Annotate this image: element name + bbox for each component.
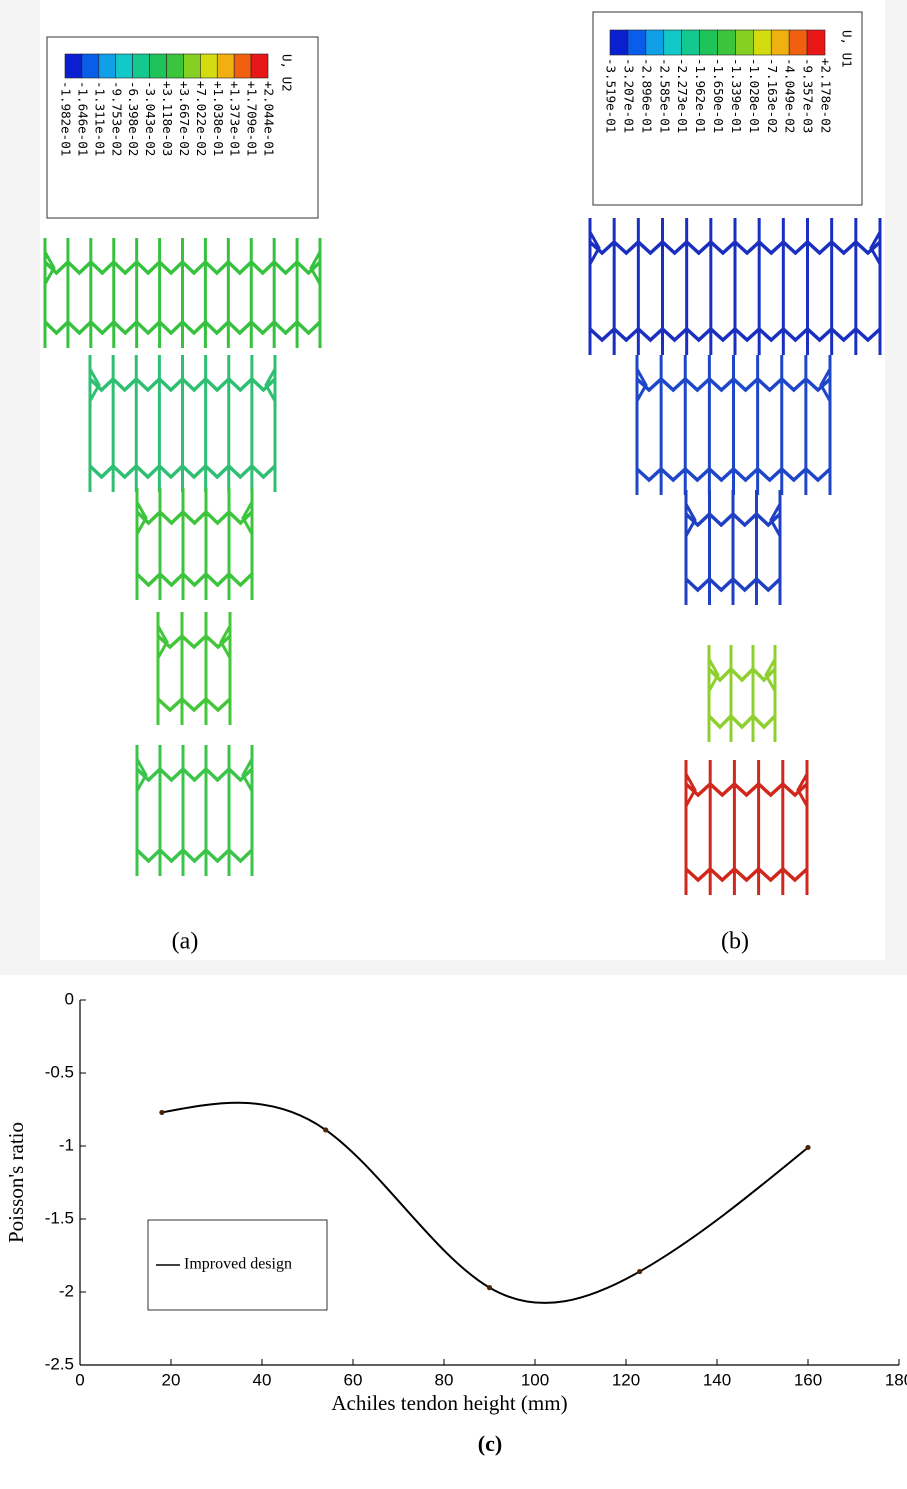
data-point	[487, 1285, 492, 1290]
color-bin	[664, 30, 682, 55]
x-axis-label: Achiles tendon height (mm)	[331, 1391, 567, 1415]
color-bin	[150, 54, 167, 78]
legend-label: -1.311e-01	[92, 81, 107, 156]
legend-label: +1.709e-01	[245, 81, 260, 156]
color-bin	[682, 30, 700, 55]
legend-label: +3.118e-03	[160, 81, 175, 156]
legend-label: -2.896e-01	[639, 58, 654, 133]
legend-label: +2.178e-02	[819, 58, 834, 133]
figure: (a) (b) (c) -1.982e-01-1.646e-01-1.311e-…	[0, 0, 907, 1489]
y-tick-label: 0	[65, 989, 74, 1008]
legend-label: -1.028e-01	[747, 58, 762, 133]
data-point	[637, 1269, 642, 1274]
legend-title: U, U1	[840, 30, 855, 68]
legend-label: -3.207e-01	[621, 58, 636, 133]
legend-label: -4.049e-02	[783, 58, 798, 133]
color-bin	[718, 30, 736, 55]
x-tick-label: 140	[703, 1370, 731, 1389]
legend-label: -1.339e-01	[729, 58, 744, 133]
color-bin	[700, 30, 718, 55]
color-bin	[771, 30, 789, 55]
caption: (c)	[478, 1431, 502, 1456]
color-bin	[116, 54, 133, 78]
legend-label: -3.043e-02	[143, 81, 158, 156]
legend-label: -3.519e-01	[604, 58, 619, 133]
y-tick-label: -1.5	[45, 1208, 74, 1227]
data-point	[159, 1110, 164, 1115]
y-tick-label: -2	[59, 1281, 74, 1300]
legend-label: Improved design	[184, 1256, 292, 1273]
color-bin	[133, 54, 150, 78]
color-bin	[628, 30, 646, 55]
legend-label: -9.357e-03	[801, 58, 816, 133]
color-bin	[251, 54, 268, 78]
legend-label: -6.398e-02	[126, 81, 141, 156]
legend-label: -1.982e-01	[59, 81, 74, 156]
x-tick-label: 0	[75, 1370, 84, 1389]
legend-label: -2.585e-01	[657, 58, 672, 133]
x-tick-label: 40	[253, 1370, 272, 1389]
legend-label: -1.650e-01	[711, 58, 726, 133]
color-bin	[183, 54, 200, 78]
color-bin	[807, 30, 825, 55]
legend-label: +3.667e-02	[177, 81, 192, 156]
panel-label: (b)	[721, 929, 749, 955]
x-tick-label: 80	[435, 1370, 454, 1389]
x-tick-label: 100	[521, 1370, 549, 1389]
data-point	[323, 1127, 328, 1132]
data-point	[805, 1145, 810, 1150]
legend-label: -9.753e-02	[109, 81, 124, 156]
y-tick-label: -1	[59, 1135, 74, 1154]
x-tick-label: 120	[612, 1370, 640, 1389]
legend-label: +7.022e-02	[194, 81, 209, 156]
color-bin	[753, 30, 771, 55]
color-bin	[610, 30, 628, 55]
legend-title: U, U2	[280, 54, 295, 92]
color-bin	[217, 54, 234, 78]
color-bin	[99, 54, 116, 78]
color-bin	[65, 54, 82, 78]
x-tick-label: 160	[794, 1370, 822, 1389]
y-axis-label: Poisson's ratio	[4, 1122, 28, 1243]
y-tick-label: -2.5	[45, 1354, 74, 1373]
legend-label: -1.962e-01	[693, 58, 708, 133]
color-bin	[167, 54, 184, 78]
legend-label: -2.273e-01	[675, 58, 690, 133]
color-bin	[82, 54, 99, 78]
color-bin	[735, 30, 753, 55]
color-bin	[789, 30, 807, 55]
y-tick-label: -0.5	[45, 1062, 74, 1081]
x-tick-label: 20	[162, 1370, 181, 1389]
x-tick-label: 60	[344, 1370, 363, 1389]
color-bin	[200, 54, 217, 78]
legend-label: +1.038e-01	[211, 81, 226, 156]
color-bin	[646, 30, 664, 55]
legend-label: +2.044e-01	[262, 81, 277, 156]
panel-label: (a)	[172, 929, 199, 955]
legend-label: -1.646e-01	[75, 81, 90, 156]
color-bin	[234, 54, 251, 78]
x-tick-label: 180	[885, 1370, 907, 1389]
legend-label: -7.163e-02	[765, 58, 780, 133]
legend-label: +1.373e-01	[228, 81, 243, 156]
